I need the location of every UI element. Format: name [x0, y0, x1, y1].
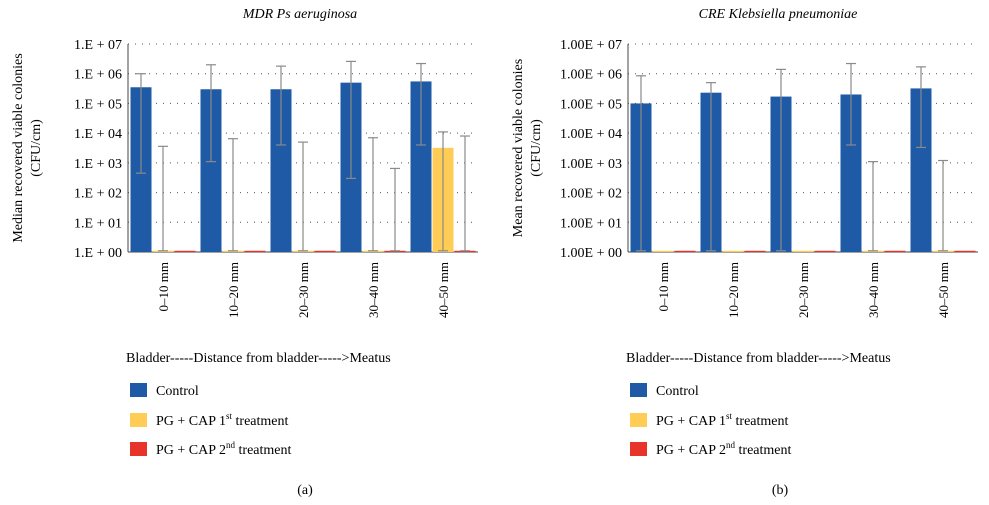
legend-text: PG + CAP 1 [156, 414, 226, 429]
legend-swatch-second [130, 442, 147, 456]
bar-second [884, 250, 906, 252]
legend-label: PG + CAP 2nd treatment [656, 440, 791, 458]
bar-first [862, 250, 884, 252]
y-tick-label: 1.00E + 06 [560, 68, 622, 83]
y-axis-label: Mean recovered viable colonies (CFU/cm) [511, 59, 544, 237]
y-tick-label: 1.E + 01 [74, 216, 122, 231]
y-tick-label: 1.E + 07 [74, 38, 122, 53]
legend-swatch-first [130, 413, 147, 427]
bar-second [744, 250, 766, 252]
y-axis-label-line: Median recovered viable colonies [11, 53, 26, 242]
bar-second [244, 250, 266, 252]
y-tick-label: 1.00E + 04 [560, 127, 622, 142]
legend-label: PG + CAP 1st treatment [656, 411, 789, 429]
x-tick-label: 0–10 mm [656, 262, 671, 311]
legend-item-first: PG + CAP 1st treatment [630, 411, 789, 429]
x-axis-label: Bladder-----Distance from bladder----->M… [126, 351, 391, 366]
y-tick-label: 1.00E + 00 [560, 246, 622, 261]
bar-control [200, 89, 222, 252]
x-axis-label: Bladder-----Distance from bladder----->M… [626, 351, 891, 366]
x-tick-label: 20–30 mm [296, 262, 311, 318]
bar-first [362, 250, 384, 252]
x-tick-label: 30–40 mm [366, 262, 381, 318]
y-tick-label: 1.00E + 07 [560, 38, 622, 53]
legend-text: PG + CAP 2 [656, 443, 726, 458]
panel-label: (a) [297, 483, 313, 498]
bar-second [174, 250, 196, 252]
bar-first [222, 250, 244, 252]
bar-control [410, 81, 432, 252]
legend-item-second: PG + CAP 2nd treatment [630, 440, 791, 458]
legend-superscript: nd [726, 440, 736, 450]
bar-first [652, 250, 674, 252]
x-tick-label: 40–50 mm [436, 262, 451, 318]
legend-suffix: treatment [735, 443, 791, 458]
legend-label: Control [156, 384, 199, 399]
bar-second [674, 250, 696, 252]
bar-control [910, 88, 932, 253]
x-tick-label: 40–50 mm [936, 262, 951, 318]
legend-swatch-control [630, 383, 647, 397]
bar-control [270, 89, 292, 252]
legend-suffix: treatment [235, 443, 291, 458]
y-tick-label: 1.E + 06 [74, 68, 122, 83]
legend-label: PG + CAP 1st treatment [156, 411, 289, 429]
legend-swatch-second [630, 442, 647, 456]
legend-item-second: PG + CAP 2nd treatment [130, 440, 291, 458]
bar-second [384, 250, 406, 252]
y-tick-label: 1.00E + 05 [560, 97, 622, 112]
bar-control [840, 94, 862, 253]
bar-first [292, 250, 314, 252]
bar-first [792, 250, 814, 252]
legend-item-first: PG + CAP 1st treatment [130, 411, 289, 429]
y-axis-label-line: (CFU/cm) [529, 119, 544, 177]
y-tick-label: 1.E + 05 [74, 97, 122, 112]
legend-item-control: Control [630, 383, 699, 399]
y-tick-label: 1.E + 03 [74, 157, 122, 172]
legend-label: Control [656, 384, 699, 399]
x-tick-label: 10–20 mm [726, 262, 741, 318]
x-tick-label: 20–30 mm [796, 262, 811, 318]
chart-title: CRE Klebsiella pneumoniae [699, 7, 858, 22]
y-axis-label-line: (CFU/cm) [29, 119, 44, 177]
legend-label: PG + CAP 2nd treatment [156, 440, 291, 458]
bar-second [814, 250, 836, 252]
legend-swatch-control [130, 383, 147, 397]
legend-item-control: Control [130, 383, 199, 399]
y-tick-label: 1.E + 00 [74, 246, 122, 261]
legend-text: PG + CAP 2 [156, 443, 226, 458]
y-axis-label: Median recovered viable colonies (CFU/cm) [11, 53, 44, 242]
y-tick-label: 1.E + 04 [74, 127, 122, 142]
bar-first [722, 250, 744, 252]
y-tick-label: 1.00E + 03 [560, 157, 622, 172]
bar-first [152, 250, 174, 252]
y-axis-label-line: Mean recovered viable colonies [511, 59, 526, 237]
bar-second [954, 250, 976, 252]
chart-panel-a: MDR Ps aeruginosa 1.E + 00 1.E + 01 1.E + 0… [11, 7, 478, 498]
y-tick-label: 1.E + 02 [74, 187, 122, 202]
y-tick-label: 1.00E + 01 [560, 216, 622, 231]
x-tick-label: 0–10 mm [156, 262, 171, 311]
legend-suffix: treatment [732, 414, 788, 429]
legend-suffix: treatment [232, 414, 288, 429]
legend-superscript: st [726, 411, 733, 421]
bar-first [932, 250, 954, 252]
x-tick-label: 10–20 mm [226, 262, 241, 318]
legend-superscript: st [226, 411, 233, 421]
legend-superscript: nd [226, 440, 236, 450]
panel-label: (b) [772, 483, 789, 498]
x-tick-label: 30–40 mm [866, 262, 881, 318]
bar-second [454, 250, 476, 252]
y-tick-label: 1.00E + 02 [560, 187, 622, 202]
bar-second [314, 250, 336, 252]
legend-text: PG + CAP 1 [656, 414, 726, 429]
chart-title: MDR Ps aeruginosa [242, 7, 357, 22]
chart-panel-b: CRE Klebsiella pneumoniae 1.00E + 00 1.00E… [511, 7, 978, 498]
legend-swatch-first [630, 413, 647, 427]
